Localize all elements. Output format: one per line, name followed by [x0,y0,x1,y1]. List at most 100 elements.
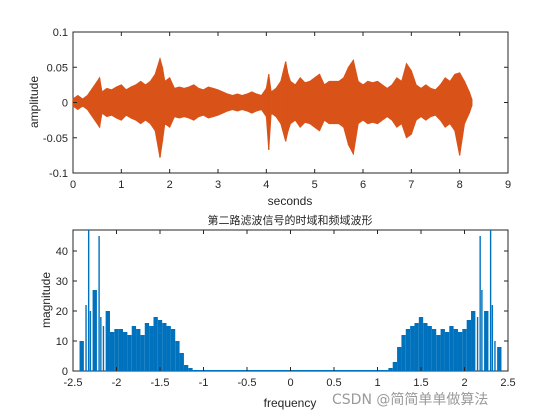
spectrum-bar [453,329,458,371]
spectrum-bar [144,323,150,371]
spectrum-bar [114,329,119,371]
spectrum-bar [484,311,489,371]
bottom-y-ticks: 0 10 20 30 40 [56,246,508,378]
x-tick-label: 0.5 [326,377,341,389]
spectrum-bar [170,329,176,371]
spectrum-bar [149,326,154,371]
spectrum-bar [479,236,481,371]
y-tick-label: -0.05 [43,133,68,145]
spectrum-bar [188,368,193,371]
spectrum-bar [466,320,472,371]
x-tick-label: 0 [70,179,76,191]
y-tick-label: -0.1 [49,168,68,180]
spectrum-bar [87,230,90,371]
x-tick-label: 2 [167,179,173,191]
y-tick-label: 40 [56,246,68,258]
x-tick-label: 8 [457,179,463,191]
y-tick-label: 0.1 [53,27,68,39]
x-tick-label: -1 [199,377,209,389]
spectrum-bar [166,326,171,371]
spectrum-bar [85,305,87,371]
spectrum-bar [462,329,467,371]
spectrum-bar [388,368,393,371]
x-tick-label: -2 [112,377,122,389]
x-tick-label: 1 [374,377,380,389]
spectrum-bar [440,329,445,371]
y-tick-label: 0 [62,98,68,110]
x-tick-label: 4 [263,179,269,191]
spectrum-bar [471,311,476,371]
top-waveform-series [72,57,473,158]
spectrum-bar [79,341,84,371]
spectrum-bar [98,236,100,371]
spectrum-bar [140,335,145,371]
spectrum-bar [414,323,419,371]
spectrum-bar [392,362,398,371]
x-tick-label: -0.5 [238,377,257,389]
spectrum-bar [102,326,105,371]
bottom-chart-title: 第二路滤波信号的时域和频域波形 [208,213,373,227]
spectrum-bar [481,290,483,371]
x-tick-label: 5 [312,179,318,191]
spectrum-bar [175,341,180,371]
spectrum-bar [131,326,137,371]
spectrum-bar [183,365,189,371]
y-tick-label: 0 [62,366,68,378]
x-tick-label: 3 [215,179,221,191]
spectrum-bar [418,317,424,371]
spectrum-bar [494,341,496,371]
y-tick-label: 30 [56,276,68,288]
spectrum-bar [179,353,184,371]
spectrum-bar [92,290,97,371]
x-tick-label: 2 [461,377,467,389]
x-tick-label: -1.5 [151,377,170,389]
spectrum-bar [162,323,167,371]
spectrum-bar [136,329,141,371]
top-y-axis-label: amplitude [27,76,41,128]
top-subplot: 0 1 2 3 4 5 6 7 8 9 -0.1 -0.05 0 0.05 0.1 seconds amp… [27,27,511,208]
spectrum-bar [423,323,428,371]
x-tick-label: 2.5 [500,377,515,389]
x-tick-label: -2.5 [64,377,83,389]
spectrum-bar [401,335,406,371]
y-tick-label: 0.05 [47,62,68,74]
spectrum-bar [127,335,132,371]
spectrum-bar [489,230,492,371]
spectrum-bar [118,329,124,371]
spectrum-bar [410,326,415,371]
bottom-x-axis-label: frequency [264,396,317,410]
spectrum-bar [431,329,437,371]
spectrum-bar [105,311,110,371]
spectrum-bar [109,332,115,371]
spectrum-bar [153,317,158,371]
x-tick-label: 9 [505,179,511,191]
spectrum-bar [89,311,92,371]
x-tick-label: 1.5 [413,377,428,389]
spectrum-bar [476,317,479,371]
spectrum-bar [444,332,450,371]
x-tick-label: 0 [287,377,293,389]
spectrum-bar [436,335,441,371]
bottom-subplot: 第二路滤波信号的时域和频域波形 -2.5 -2 -1.5 -1 -0.5 0 0.5 1 1.5… [39,213,516,410]
x-tick-label: 7 [408,179,414,191]
bottom-x-ticks: -2.5 -2 -1.5 -1 -0.5 0 0.5 1 1.5 2 2.5 [64,230,516,389]
spectrum-bar [427,326,432,371]
watermark-text: CSDN @简简单单做算法 [332,392,489,408]
x-tick-label: 6 [360,179,366,191]
x-tick-label: 1 [118,179,124,191]
spectrum-bar [123,332,128,371]
spectrum-bar [457,332,463,371]
spectrum-bar [405,329,411,371]
spectrum-bar [100,317,102,371]
top-y-ticks: -0.1 -0.05 0 0.05 0.1 [43,27,508,180]
y-tick-label: 10 [56,336,68,348]
bottom-y-axis-label: magnitude [39,272,53,328]
top-x-ticks: 0 1 2 3 4 5 6 7 8 9 [70,32,511,191]
spectrum-bar [397,347,402,371]
spectrum-bar [449,326,454,371]
top-x-axis-label: seconds [268,194,313,208]
bottom-spectrum-series [79,230,502,371]
spectrum-bar [497,347,502,371]
